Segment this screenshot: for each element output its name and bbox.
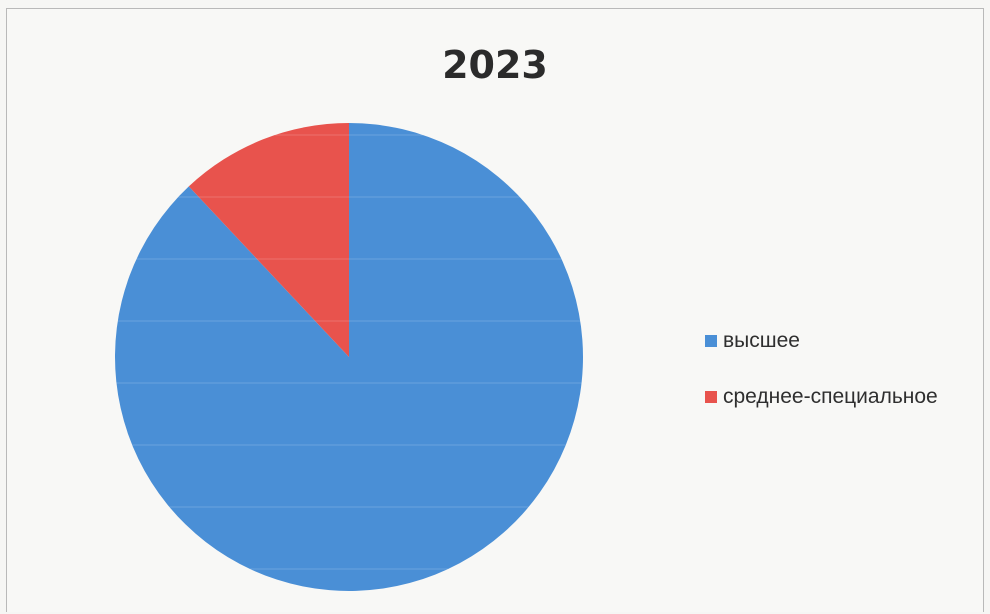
legend-label-vysshee: высшее	[723, 329, 800, 352]
pie-chart	[115, 123, 584, 591]
legend: высшее среднее-специальное	[705, 327, 938, 439]
chart-title: 2023	[442, 43, 548, 87]
legend-swatch-srednee-specialnoe	[705, 391, 717, 403]
scan-lines	[116, 134, 582, 570]
chart-frame: 2023 высшее среднее-специальное	[6, 8, 984, 612]
pie-slice-srednee-specialnoe	[188, 123, 349, 357]
legend-label-srednee-specialnoe: среднее-специальное	[723, 385, 938, 408]
legend-item-vysshee: высшее	[705, 327, 938, 355]
legend-swatch-vysshee	[705, 335, 717, 347]
legend-item-srednee-specialnoe: среднее-специальное	[705, 383, 938, 411]
